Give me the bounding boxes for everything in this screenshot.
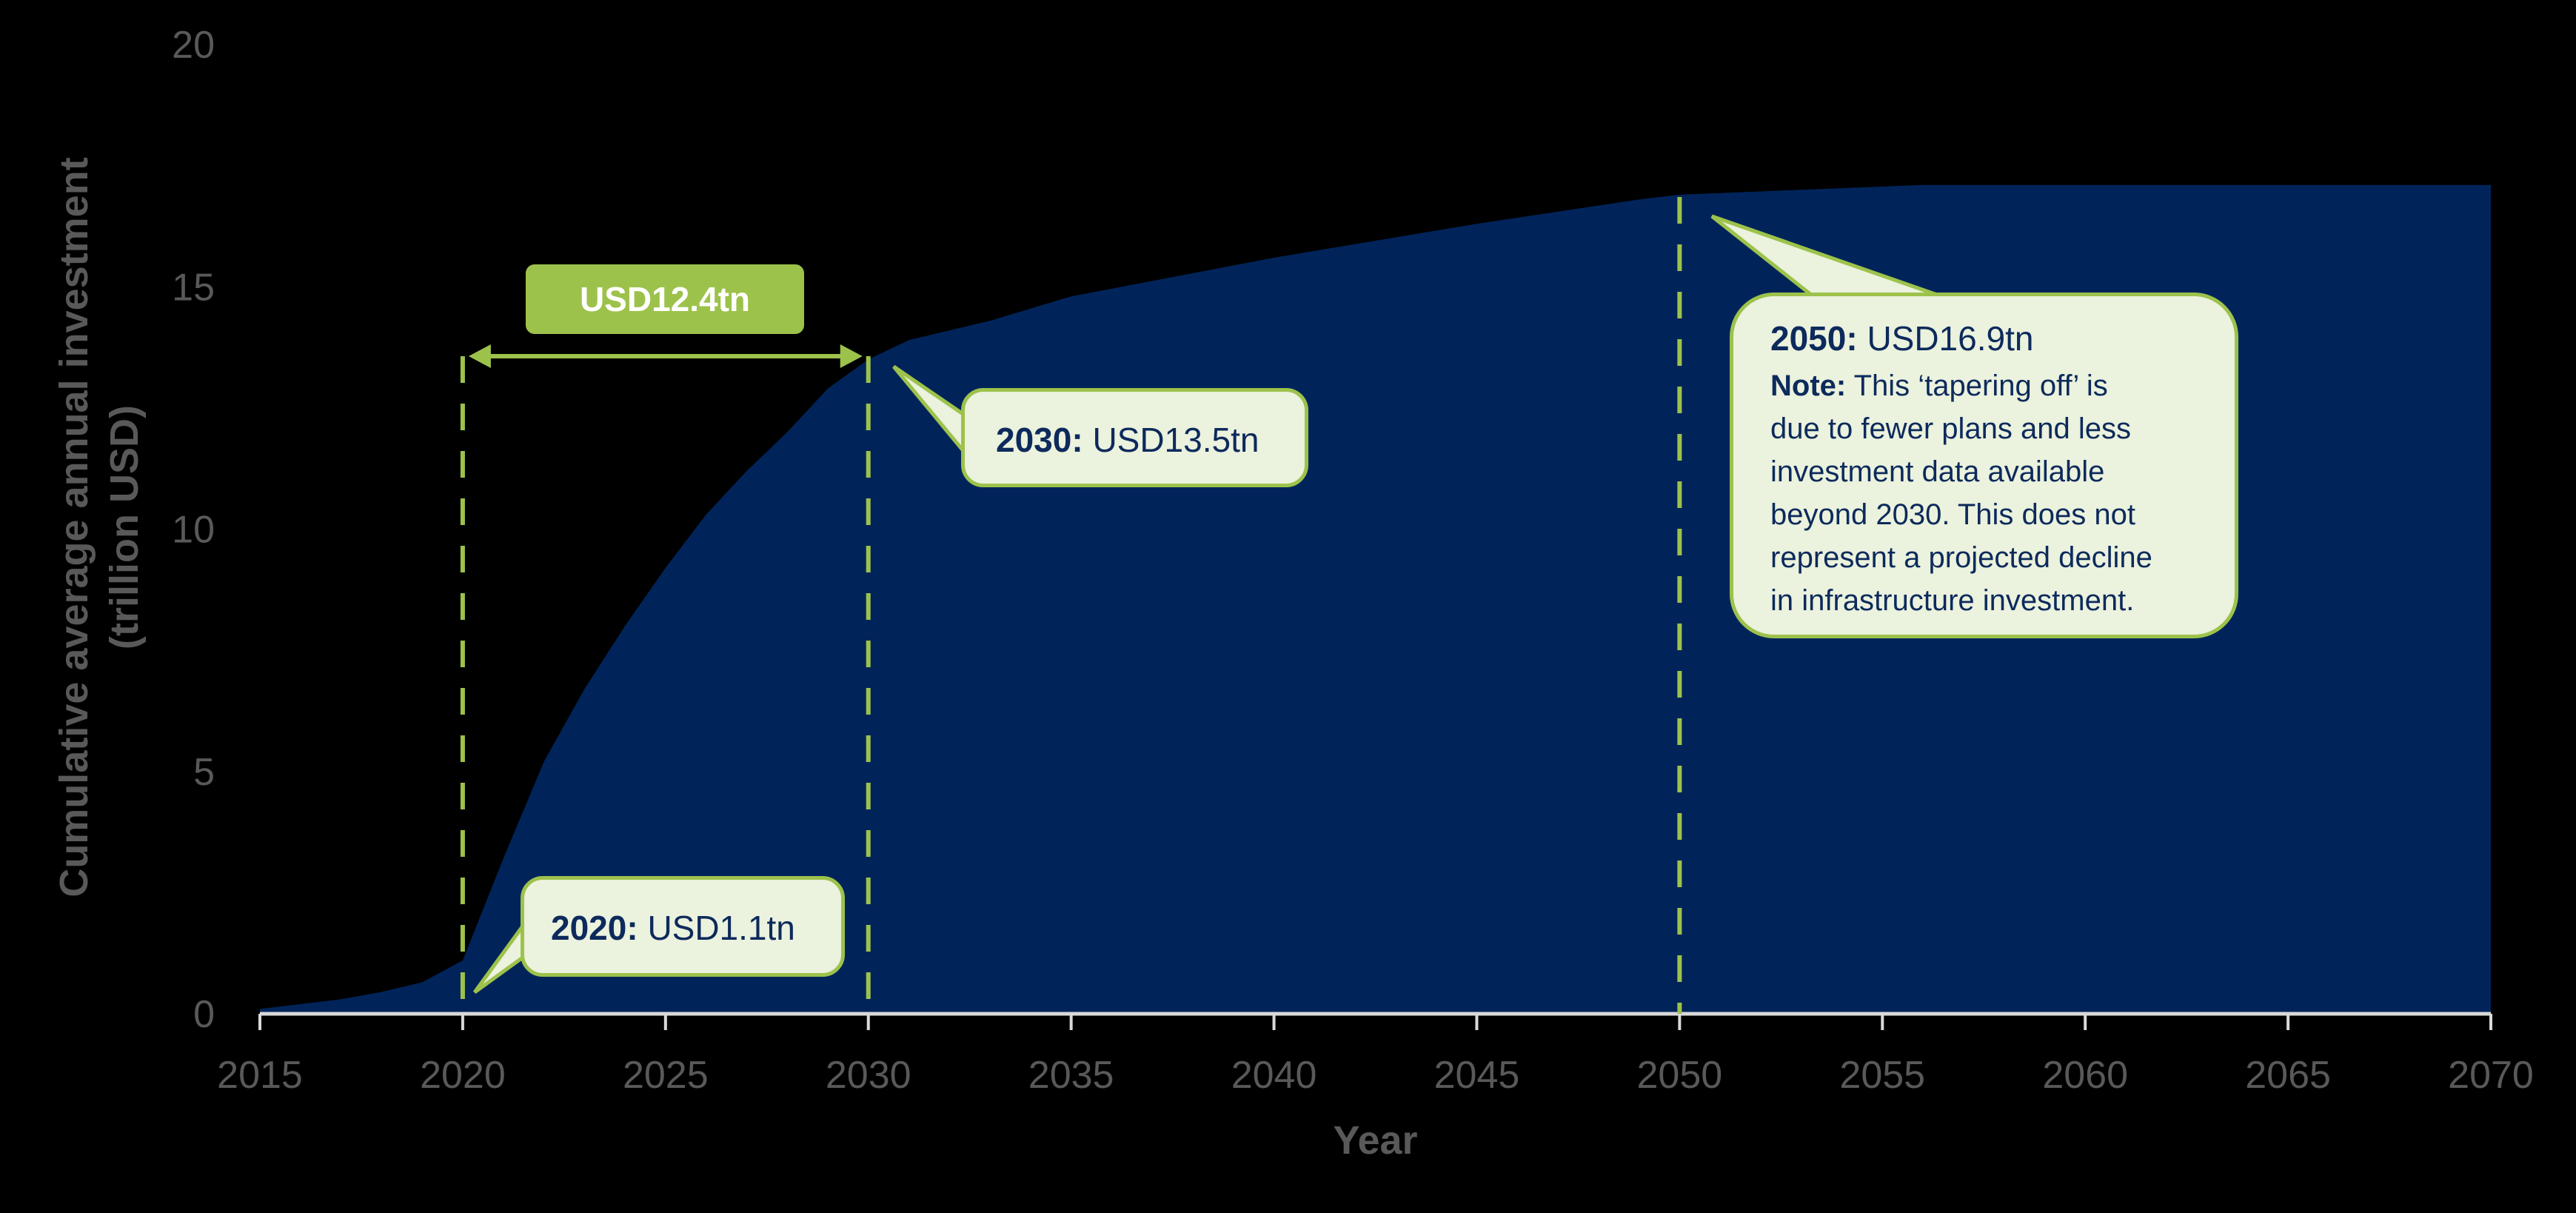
x-tick-label: 2040 <box>1231 1054 1317 1097</box>
callout-2050-note: Note: This ‘tapering off’ is due to fewe… <box>1770 364 2235 622</box>
note-line: due to fewer plans and less <box>1770 412 2131 445</box>
x-tick-label: 2070 <box>2448 1054 2534 1097</box>
y-axis-title-line: (trillion USD) <box>102 405 147 649</box>
x-tick-label: 2045 <box>1434 1054 1520 1097</box>
x-tick-label: 2055 <box>1839 1054 1925 1097</box>
y-tick-label: 5 <box>193 751 215 794</box>
note-line: This ‘tapering off’ is <box>1846 370 2108 402</box>
y-axis-title-line: Cumulative average annual investment <box>52 157 96 897</box>
x-tick-label: 2025 <box>623 1054 709 1097</box>
y-axis-title: Cumulative average annual investment (tri… <box>52 157 147 897</box>
x-axis-title: Year <box>1333 1118 1417 1163</box>
x-axis: 2015 2020 2025 2030 2035 2040 2045 2050 2055 2060… <box>217 1012 2534 1097</box>
note-label: Note: <box>1770 370 1847 402</box>
callout-2020-text: 2020: USD1.1tn <box>551 908 841 948</box>
range-badge: USD12.4tn <box>526 264 804 334</box>
y-axis-ticks: 0 5 10 15 20 <box>172 24 215 1036</box>
x-tick-label: 2030 <box>826 1054 911 1097</box>
x-tick-label: 2060 <box>2042 1054 2128 1097</box>
y-tick-label: 10 <box>172 509 215 552</box>
y-tick-label: 20 <box>172 24 215 67</box>
note-line: investment data available <box>1770 455 2105 488</box>
note-line: represent a projected decline <box>1770 541 2152 574</box>
note-line: in infrastructure investment. <box>1770 584 2135 617</box>
dashed-guides <box>460 197 1682 1014</box>
range-arrow <box>468 344 863 368</box>
x-tick-label: 2015 <box>217 1054 303 1097</box>
callout-tails <box>472 214 1938 995</box>
callout-2050-year: 2050: <box>1770 319 1858 358</box>
callout-2030: 2030: USD13.5tn <box>961 388 1308 487</box>
x-tick-label: 2020 <box>420 1054 506 1097</box>
callout-2050-value: USD16.9tn <box>1867 319 2034 358</box>
callout-2030-value: USD13.5tn <box>1092 421 1259 459</box>
callout-2030-year: 2030: <box>996 421 1083 459</box>
callout-2020-year: 2020: <box>551 909 638 947</box>
callout-2050-text: 2050: USD16.9tn <box>1770 318 2235 358</box>
x-tick-label: 2035 <box>1028 1054 1114 1097</box>
range-label: USD12.4tn <box>579 280 751 318</box>
callout-2030-text: 2030: USD13.5tn <box>996 420 1305 460</box>
y-tick-label: 15 <box>172 266 215 309</box>
arrow-left-icon <box>468 344 491 368</box>
x-tick-label: 2065 <box>2245 1054 2331 1097</box>
x-tick-label: 2050 <box>1637 1054 1723 1097</box>
note-line: beyond 2030. This does not <box>1770 498 2135 531</box>
arrow-right-icon <box>840 344 863 368</box>
y-tick-label: 0 <box>193 993 215 1036</box>
callout-2020: 2020: USD1.1tn <box>521 876 845 977</box>
callout-2050: 2050: USD16.9tn Note: This ‘tapering off… <box>1730 293 2238 638</box>
callout-2020-value: USD1.1tn <box>647 909 795 947</box>
